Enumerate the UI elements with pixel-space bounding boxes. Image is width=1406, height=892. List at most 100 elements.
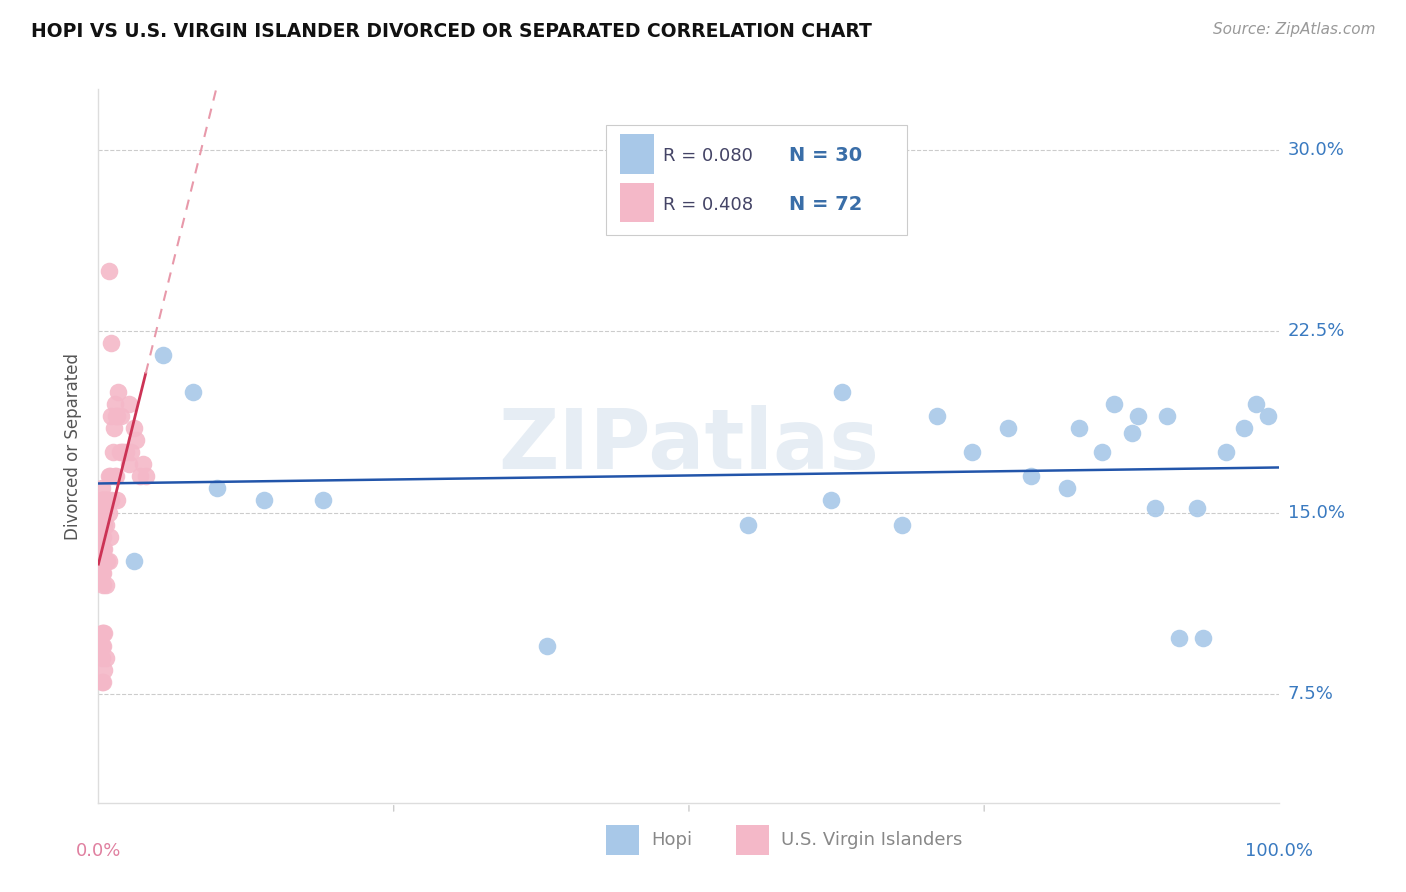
Point [91,541,114,556]
Point [93,554,115,568]
Point [98,530,121,544]
Point [181,384,204,399]
Point [91,650,114,665]
Text: N = 72: N = 72 [789,195,863,214]
Point [122,554,145,568]
Point [96,554,118,568]
Point [93,626,115,640]
Point [91,626,114,640]
Point [104,469,127,483]
Point [1102,397,1125,411]
Point [94,650,117,665]
Point [1126,409,1149,423]
Point [737,517,759,532]
Point [91,530,114,544]
Point [536,639,558,653]
Point [1056,481,1078,495]
Text: Source: ZipAtlas.com: Source: ZipAtlas.com [1212,22,1375,37]
Text: R = 0.080: R = 0.080 [664,147,752,165]
Point [97,493,120,508]
Text: 22.5%: 22.5% [1288,322,1346,340]
Point [91,493,114,508]
Point [91,530,114,544]
Point [128,469,150,483]
Point [1091,445,1114,459]
Text: R = 0.408: R = 0.408 [664,195,754,213]
Text: 7.5%: 7.5% [1288,685,1334,703]
Text: 30.0%: 30.0% [1288,141,1344,159]
Text: N = 30: N = 30 [789,146,862,165]
Point [91,554,114,568]
Point [93,663,115,677]
Point [94,554,117,568]
Point [91,639,114,653]
Point [91,566,114,580]
Point [962,445,984,459]
Text: 15.0%: 15.0% [1288,503,1344,522]
Point [100,409,122,423]
Text: HOPI VS U.S. VIRGIN ISLANDER DIVORCED OR SEPARATED CORRELATION CHART: HOPI VS U.S. VIRGIN ISLANDER DIVORCED OR… [31,22,872,41]
Text: Hopi: Hopi [651,831,692,849]
FancyBboxPatch shape [620,135,654,174]
Point [101,445,124,459]
Point [94,493,117,508]
Point [108,445,131,459]
Point [1244,397,1267,411]
Point [91,674,114,689]
Point [94,578,117,592]
Point [98,263,121,277]
Text: ZIPatlas: ZIPatlas [499,406,879,486]
Point [91,566,114,580]
Point [831,384,853,399]
FancyBboxPatch shape [606,825,640,855]
Point [111,445,134,459]
Point [98,469,121,483]
Point [112,445,135,459]
Point [1185,500,1208,515]
Point [93,493,115,508]
Point [91,517,114,532]
Point [1168,632,1191,646]
Point [1233,421,1256,435]
Point [91,554,114,568]
Text: 0.0%: 0.0% [76,842,121,860]
Point [91,506,114,520]
Y-axis label: Divorced or Separated: Divorced or Separated [65,352,83,540]
Point [91,639,114,653]
Point [1067,421,1090,435]
Point [93,541,115,556]
Point [118,397,141,411]
Point [1121,425,1143,440]
Point [91,626,114,640]
Point [114,445,136,459]
Point [100,336,122,351]
Point [997,421,1019,435]
Point [312,493,335,508]
Point [107,384,129,399]
Point [118,457,141,471]
Point [125,433,148,447]
Point [105,409,128,423]
Point [105,493,128,508]
Point [91,674,114,689]
Point [1257,409,1279,423]
Point [925,409,948,423]
Point [890,517,912,532]
Point [103,421,125,435]
Point [96,493,118,508]
Point [205,481,228,495]
Point [132,457,155,471]
FancyBboxPatch shape [606,125,907,235]
Point [91,530,114,544]
Point [105,409,128,423]
Point [253,493,276,508]
Point [1156,409,1178,423]
Point [98,469,121,483]
Point [1215,445,1237,459]
Point [122,421,145,435]
Point [121,445,143,459]
Point [1144,500,1167,515]
Point [98,506,121,520]
Point [94,517,117,532]
FancyBboxPatch shape [737,825,769,855]
